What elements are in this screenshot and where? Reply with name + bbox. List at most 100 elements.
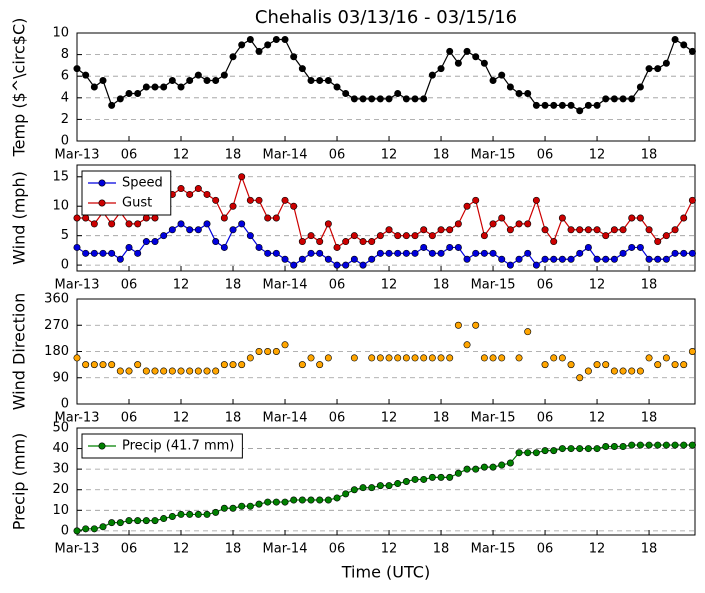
data-point xyxy=(90,525,98,533)
data-point xyxy=(584,445,592,453)
data-point xyxy=(680,41,688,49)
data-point xyxy=(99,361,107,369)
data-point xyxy=(688,249,696,257)
y-tick-label: 90 xyxy=(52,370,69,385)
data-point xyxy=(463,202,471,210)
data-point xyxy=(671,35,679,43)
data-point xyxy=(584,226,592,234)
data-point xyxy=(524,449,532,457)
data-point xyxy=(281,341,289,349)
data-point xyxy=(238,361,246,369)
data-point xyxy=(671,361,679,369)
data-point xyxy=(628,367,636,375)
data-point xyxy=(394,354,402,362)
data-point xyxy=(177,220,185,228)
data-point xyxy=(203,510,211,518)
x-tick-label: 18 xyxy=(225,542,242,557)
data-point xyxy=(515,220,523,228)
data-point xyxy=(203,190,211,198)
data-point xyxy=(394,249,402,257)
data-point xyxy=(203,367,211,375)
data-point xyxy=(550,447,558,455)
data-point xyxy=(645,65,653,73)
data-point xyxy=(506,226,514,234)
data-point xyxy=(99,523,107,531)
data-point xyxy=(645,226,653,234)
data-point xyxy=(238,220,246,228)
data-point xyxy=(541,447,549,455)
data-point xyxy=(619,95,627,103)
x-tick-label: 18 xyxy=(641,542,658,557)
y-tick-label: 270 xyxy=(44,318,69,333)
data-point xyxy=(194,185,202,193)
legend-label: Precip (41.7 mm) xyxy=(122,439,234,454)
data-point xyxy=(255,47,263,55)
legend-marker xyxy=(98,179,106,187)
data-point xyxy=(385,482,393,490)
data-point xyxy=(532,261,540,269)
data-point xyxy=(99,249,107,257)
data-point xyxy=(498,71,506,79)
data-point xyxy=(342,490,350,498)
x-tick-label: 12 xyxy=(589,148,606,163)
data-point xyxy=(654,441,662,449)
data-point xyxy=(160,515,168,523)
data-point xyxy=(385,95,393,103)
data-point xyxy=(298,496,306,504)
data-point xyxy=(463,341,471,349)
data-point xyxy=(134,89,142,97)
x-tick-label: 18 xyxy=(433,411,450,426)
data-point xyxy=(385,249,393,257)
x-tick-label: 12 xyxy=(173,411,190,426)
data-point xyxy=(73,214,81,222)
data-point xyxy=(532,196,540,204)
data-point xyxy=(272,249,280,257)
data-point xyxy=(385,226,393,234)
data-point xyxy=(125,367,133,375)
data-point xyxy=(350,486,358,494)
data-point xyxy=(307,249,315,257)
data-point xyxy=(168,512,176,520)
data-point xyxy=(151,367,159,375)
data-point xyxy=(376,95,384,103)
data-point xyxy=(307,77,315,85)
data-point xyxy=(281,196,289,204)
y-axis-label: Precip (mm) xyxy=(10,433,29,531)
data-point xyxy=(446,473,454,481)
data-point xyxy=(688,347,696,355)
data-point xyxy=(567,226,575,234)
data-point xyxy=(532,449,540,457)
data-point xyxy=(368,484,376,492)
data-point xyxy=(480,59,488,67)
data-point xyxy=(576,226,584,234)
data-point xyxy=(472,249,480,257)
data-point xyxy=(402,249,410,257)
y-tick-label: 0 xyxy=(61,397,69,412)
data-point xyxy=(212,196,220,204)
data-point xyxy=(628,214,636,222)
data-point xyxy=(541,361,549,369)
data-point xyxy=(454,469,462,477)
data-point xyxy=(489,249,497,257)
data-point xyxy=(645,354,653,362)
data-point xyxy=(168,367,176,375)
data-point xyxy=(610,443,618,451)
data-point xyxy=(480,249,488,257)
x-tick-label: 18 xyxy=(641,148,658,163)
data-point xyxy=(420,226,428,234)
data-point xyxy=(454,59,462,67)
y-tick-label: 40 xyxy=(52,441,69,456)
data-point xyxy=(376,249,384,257)
data-point xyxy=(411,232,419,240)
data-point xyxy=(255,243,263,251)
data-point xyxy=(688,47,696,55)
y-axis-label: Wind Direction xyxy=(10,293,29,411)
data-point xyxy=(125,243,133,251)
legend-box xyxy=(81,170,172,216)
data-point xyxy=(454,321,462,329)
data-point xyxy=(446,243,454,251)
x-tick-label: Mar-13 xyxy=(55,542,100,557)
data-point xyxy=(437,354,445,362)
data-point xyxy=(116,519,124,527)
data-point xyxy=(446,354,454,362)
